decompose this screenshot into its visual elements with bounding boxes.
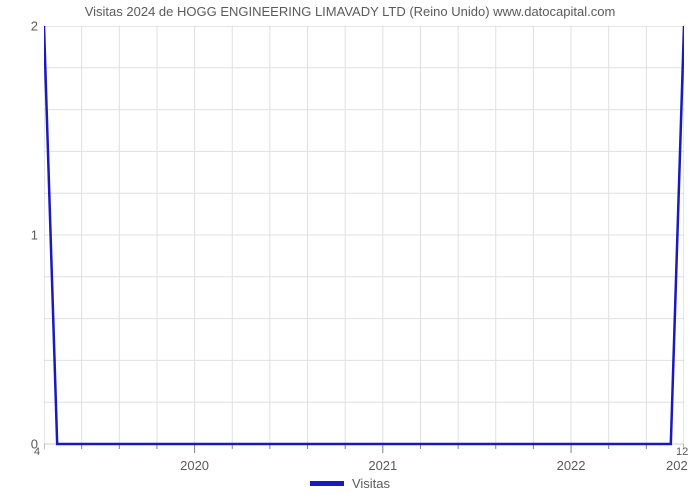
x-major-1: 2021 [368, 458, 397, 473]
legend: Visitas [0, 476, 700, 491]
x-right-corner-label: 12 [676, 446, 688, 458]
y-tick-2: 2 [26, 19, 38, 34]
x-major-2: 2022 [557, 458, 586, 473]
legend-label: Visitas [352, 476, 390, 491]
x-right-corner-label2: 202 [666, 458, 688, 473]
legend-swatch [310, 481, 344, 486]
chart-title-text: Visitas 2024 de HOGG ENGINEERING LIMAVAD… [85, 4, 616, 19]
x-left-corner-label: 4 [34, 446, 40, 458]
chart-title: Visitas 2024 de HOGG ENGINEERING LIMAVAD… [0, 4, 700, 19]
chart-container: Visitas 2024 de HOGG ENGINEERING LIMAVAD… [0, 0, 700, 500]
y-tick-1: 1 [26, 228, 38, 243]
plot-area [44, 26, 684, 444]
x-major-0: 2020 [180, 458, 209, 473]
plot-svg [44, 26, 684, 458]
